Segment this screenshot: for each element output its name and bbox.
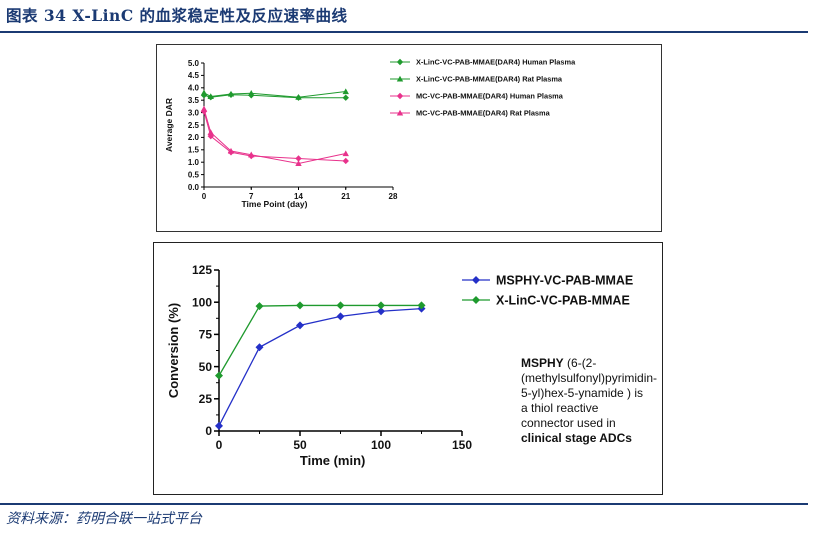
y-tick-label: 2.5 bbox=[188, 121, 200, 130]
data-point bbox=[200, 105, 208, 112]
legend-label: X-LinC-VC-PAB-MMAE(DAR4) Human Plasma bbox=[416, 58, 576, 67]
x-tick-label: 150 bbox=[452, 438, 472, 452]
y-tick-label: 3.5 bbox=[188, 96, 200, 105]
legend-label: X-LinC-VC-PAB-MMAE bbox=[496, 294, 630, 308]
data-point bbox=[296, 321, 304, 330]
y-axis-label: Average DAR bbox=[164, 98, 174, 152]
legend-marker bbox=[472, 296, 480, 304]
annotation-body: (6-(2-(methylsulfonyl)pyrimidin-5-yl)hex… bbox=[521, 356, 658, 430]
source-note: 资料来源：药明合联一站式平台 bbox=[6, 511, 202, 527]
y-tick-label: 5.0 bbox=[188, 59, 200, 68]
y-tick-label: 3.0 bbox=[188, 108, 200, 117]
y-tick-label: 4.5 bbox=[188, 71, 200, 80]
legend-label: MSPHY-VC-PAB-MMAE bbox=[496, 274, 633, 288]
data-point bbox=[295, 155, 302, 162]
plasma-stability-chart: 0.0 0.5 1.0 1.5 2.0 2.5 3.0 3.5 4.0 4.5 5.0 0 7 14 21 2… bbox=[164, 58, 576, 209]
data-point bbox=[248, 90, 255, 96]
y-tick-label: 2.0 bbox=[188, 133, 200, 142]
series-line-4 bbox=[203, 108, 346, 164]
annotation-bold-2: clinical stage ADCs bbox=[521, 431, 632, 445]
data-point bbox=[215, 371, 223, 380]
y-tick-label: 100 bbox=[192, 295, 212, 309]
data-point bbox=[342, 88, 349, 95]
y-tick-label: 75 bbox=[199, 328, 213, 342]
x-tick-label: 100 bbox=[371, 438, 391, 452]
legend-marker bbox=[396, 58, 404, 66]
x-axis-label: Time (min) bbox=[300, 453, 366, 468]
legend-marker bbox=[396, 92, 404, 100]
data-point bbox=[295, 94, 302, 100]
data-point bbox=[207, 129, 214, 135]
data-point bbox=[342, 157, 349, 165]
series-line-2 bbox=[218, 304, 422, 376]
reaction-rate-panel: 0 25 50 75 100 125 0 50 100 150 Time (min) Conversi… bbox=[153, 242, 663, 495]
legend-label: MC-VC-PAB-MMAE(DAR4) Human Plasma bbox=[416, 92, 564, 101]
series-line-3 bbox=[203, 111, 346, 162]
data-point bbox=[207, 93, 214, 100]
legend-label: X-LinC-VC-PAB-MMAE(DAR4) Rat Plasma bbox=[416, 75, 563, 84]
x-tick-label: 50 bbox=[293, 438, 307, 452]
y-tick-label: 0.5 bbox=[188, 170, 200, 179]
plasma-stability-panel: 0.0 0.5 1.0 1.5 2.0 2.5 3.0 3.5 4.0 4.5 5.0 0 7 14 21 2… bbox=[156, 44, 662, 232]
msphy-annotation: MSPHY (6-(2-(methylsulfonyl)pyrimidin-5-… bbox=[521, 356, 657, 446]
reaction-rate-chart: 0 25 50 75 100 125 0 50 100 150 Time (min) Conversi… bbox=[166, 263, 633, 468]
x-tick-label: 0 bbox=[202, 192, 207, 201]
data-point bbox=[336, 312, 345, 321]
x-tick-label: 0 bbox=[216, 438, 223, 452]
header-rule bbox=[0, 31, 808, 33]
data-point bbox=[377, 301, 385, 310]
data-point bbox=[255, 343, 264, 352]
footer-rule bbox=[0, 503, 808, 505]
data-point bbox=[200, 89, 208, 96]
data-point bbox=[295, 160, 302, 166]
legend-marker bbox=[396, 75, 404, 82]
data-point bbox=[227, 147, 235, 154]
x-tick-label: 21 bbox=[341, 192, 350, 201]
data-point bbox=[207, 132, 214, 140]
x-axis-label: Time Point (day) bbox=[242, 199, 308, 209]
x-tick-label: 28 bbox=[389, 192, 398, 201]
data-point bbox=[215, 421, 223, 430]
y-tick-label: 25 bbox=[199, 392, 213, 406]
y-tick-label: 4.0 bbox=[188, 84, 200, 93]
data-point bbox=[336, 301, 345, 310]
data-point bbox=[342, 94, 349, 101]
x-tick-label: 7 bbox=[249, 192, 254, 201]
y-tick-label: 125 bbox=[192, 263, 212, 277]
y-tick-label: 0 bbox=[205, 424, 212, 438]
data-point bbox=[342, 150, 349, 157]
annotation-bold-1: MSPHY bbox=[521, 356, 564, 370]
series-line-1 bbox=[218, 307, 422, 427]
y-tick-label: 1.0 bbox=[188, 158, 200, 167]
data-point bbox=[296, 301, 304, 310]
data-point bbox=[255, 302, 264, 311]
x-tick-label: 14 bbox=[294, 192, 303, 201]
legend-marker bbox=[472, 276, 480, 284]
y-tick-label: 1.5 bbox=[188, 146, 200, 155]
legend-marker bbox=[396, 109, 404, 116]
y-axis-label: Conversion (%) bbox=[166, 303, 181, 398]
data-point bbox=[417, 301, 426, 310]
data-point bbox=[248, 151, 255, 158]
data-point bbox=[227, 90, 235, 97]
legend-label: MC-VC-PAB-MMAE(DAR4) Rat Plasma bbox=[416, 109, 551, 118]
figure-title: 图表 34 X-LinC 的血浆稳定性及反应速率曲线 bbox=[6, 6, 348, 25]
y-tick-label: 0.0 bbox=[188, 183, 200, 192]
data-point bbox=[377, 307, 385, 316]
y-tick-label: 50 bbox=[199, 360, 213, 374]
